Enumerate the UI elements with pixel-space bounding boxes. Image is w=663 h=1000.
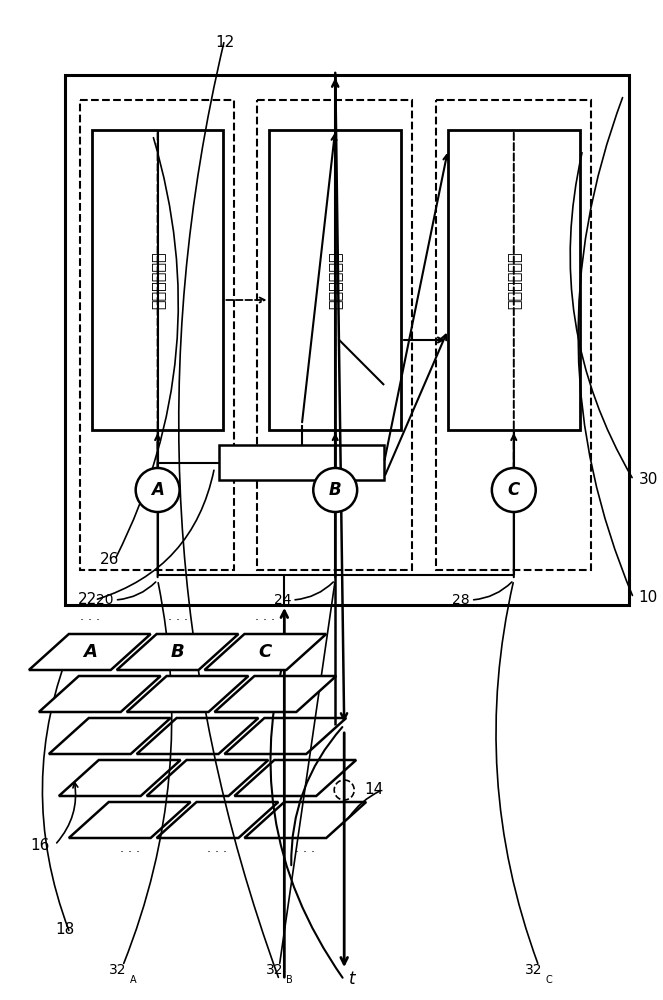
- Bar: [448, 130, 579, 430]
- Text: 第二分量模块: 第二分量模块: [328, 251, 343, 309]
- Polygon shape: [49, 718, 170, 754]
- Text: 30: 30: [638, 473, 658, 488]
- Text: 10: 10: [638, 590, 658, 605]
- Text: 24: 24: [274, 593, 291, 607]
- Bar: [219, 445, 384, 480]
- Text: 32: 32: [109, 963, 127, 977]
- Text: · · ·: · · ·: [80, 613, 100, 626]
- Text: 32: 32: [525, 963, 542, 977]
- Bar: [436, 100, 591, 570]
- Polygon shape: [245, 802, 366, 838]
- Polygon shape: [235, 760, 356, 796]
- Text: 16: 16: [30, 838, 49, 852]
- Text: · · ·: · · ·: [208, 846, 227, 858]
- Text: · · ·: · · ·: [168, 613, 188, 626]
- Polygon shape: [39, 676, 160, 712]
- Text: 18: 18: [55, 922, 74, 938]
- Text: · · ·: · · ·: [295, 846, 316, 858]
- Text: 第三分量模块: 第三分量模块: [507, 251, 521, 309]
- Polygon shape: [204, 634, 326, 670]
- Bar: [269, 130, 401, 430]
- Circle shape: [136, 468, 180, 512]
- Bar: [91, 130, 223, 430]
- Polygon shape: [117, 634, 239, 670]
- Circle shape: [313, 468, 357, 512]
- Polygon shape: [59, 760, 180, 796]
- Circle shape: [492, 468, 536, 512]
- Text: 20: 20: [96, 593, 113, 607]
- Polygon shape: [137, 718, 259, 754]
- Text: 22: 22: [78, 592, 97, 607]
- Text: 第一分量模块: 第一分量模块: [150, 251, 165, 309]
- Text: B: B: [286, 975, 293, 985]
- Text: C: C: [259, 643, 272, 661]
- Text: A: A: [151, 481, 164, 499]
- Polygon shape: [156, 802, 278, 838]
- Text: 32: 32: [266, 963, 283, 977]
- Text: · · ·: · · ·: [255, 613, 275, 626]
- Text: C: C: [546, 975, 552, 985]
- Bar: [257, 100, 412, 570]
- Bar: [80, 100, 235, 570]
- Polygon shape: [147, 760, 269, 796]
- Polygon shape: [29, 634, 151, 670]
- Polygon shape: [127, 676, 249, 712]
- Text: t: t: [349, 970, 355, 988]
- Text: A: A: [130, 975, 137, 985]
- Polygon shape: [215, 676, 336, 712]
- Polygon shape: [69, 802, 190, 838]
- Text: 12: 12: [215, 35, 234, 50]
- Text: B: B: [170, 643, 184, 661]
- Text: · · ·: · · ·: [120, 846, 140, 858]
- Text: 14: 14: [364, 782, 383, 798]
- Text: A: A: [83, 643, 97, 661]
- Bar: [65, 75, 629, 605]
- Text: B: B: [329, 481, 341, 499]
- Text: C: C: [508, 481, 520, 499]
- Polygon shape: [225, 718, 346, 754]
- Text: 28: 28: [452, 593, 469, 607]
- Text: 26: 26: [99, 552, 119, 568]
